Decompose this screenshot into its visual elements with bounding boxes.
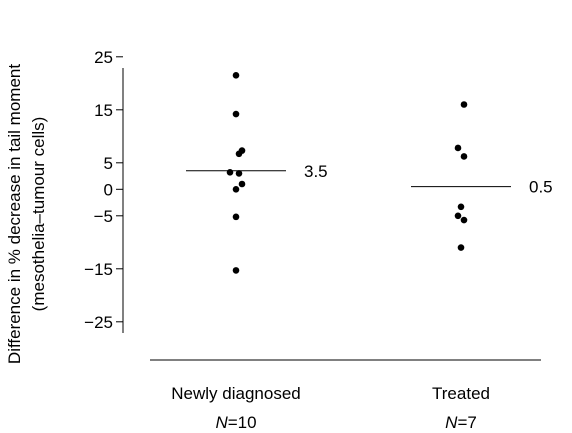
data-point bbox=[454, 212, 462, 220]
category-label: Newly diagnosed bbox=[171, 384, 300, 403]
y-tick-label: 0 bbox=[104, 180, 113, 199]
data-point bbox=[457, 244, 465, 251]
y-axis-title: Difference in % decrease in tail moment … bbox=[5, 64, 48, 364]
y-axis-title-line-1: Difference in % decrease in tail moment bbox=[5, 64, 24, 364]
n-symbol: N bbox=[445, 413, 458, 432]
data-point bbox=[460, 101, 468, 108]
data-point bbox=[232, 186, 240, 193]
data-point bbox=[232, 267, 240, 274]
n-value: =7 bbox=[457, 413, 476, 432]
n-label: N=7 bbox=[445, 413, 477, 432]
data-point bbox=[238, 180, 246, 188]
data-point bbox=[232, 110, 240, 118]
y-tick-label: −25 bbox=[84, 313, 113, 332]
median-label: 0.5 bbox=[529, 178, 553, 197]
n-value: =10 bbox=[228, 413, 257, 432]
data-point bbox=[457, 203, 465, 211]
y-tick-label: −15 bbox=[84, 260, 113, 279]
y-axis: 25 15 5 0 −5 −15 −25 bbox=[84, 48, 124, 333]
category-label: Treated bbox=[432, 384, 490, 403]
data-point bbox=[232, 213, 240, 221]
y-tick-label: 25 bbox=[94, 48, 113, 67]
data-point bbox=[232, 72, 240, 79]
n-symbol: N bbox=[215, 413, 228, 432]
y-tick-label: 15 bbox=[94, 101, 113, 120]
y-tick-label: −5 bbox=[94, 207, 113, 226]
y-axis-title-line-2: (mesothelia–tumour cells) bbox=[29, 117, 48, 312]
data-point bbox=[235, 150, 243, 158]
data-point bbox=[460, 216, 468, 224]
data-point bbox=[454, 144, 462, 152]
data-point bbox=[235, 170, 243, 177]
data-point bbox=[226, 169, 234, 176]
y-tick-label: 5 bbox=[104, 154, 113, 173]
median-label: 3.5 bbox=[304, 162, 328, 181]
data-point bbox=[460, 153, 468, 160]
group-1: 0.5 Treated N=7 bbox=[411, 101, 553, 432]
group-0: 3.5 Newly diagnosed N=10 bbox=[171, 72, 328, 432]
n-label: N=10 bbox=[215, 413, 256, 432]
